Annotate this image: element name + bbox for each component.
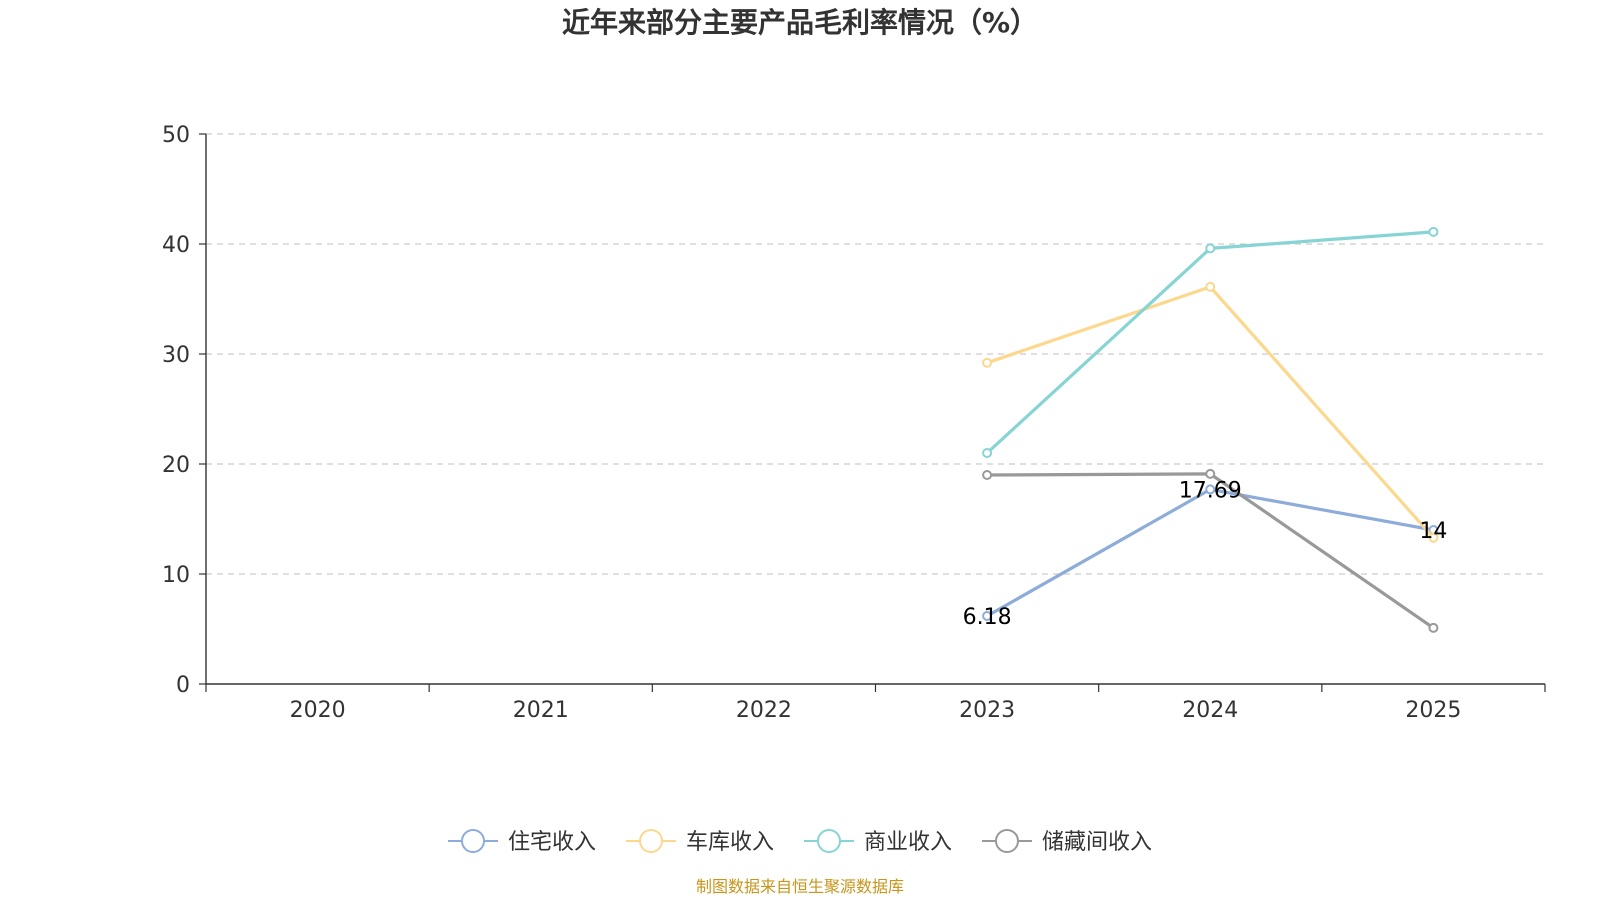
data-labels: 6.18 17.69 14 bbox=[963, 478, 1448, 630]
x-tick-label: 2023 bbox=[959, 698, 1015, 723]
series-line bbox=[986, 487, 1434, 618]
legend-marker-icon bbox=[461, 829, 485, 853]
grid-lines bbox=[206, 133, 1545, 575]
data-point bbox=[1205, 243, 1216, 254]
x-tick-label: 2021 bbox=[513, 698, 569, 723]
legend-item-3[interactable]: 储藏间收入 bbox=[982, 829, 1152, 855]
legend-label: 储藏间收入 bbox=[1042, 830, 1152, 855]
series-lines bbox=[982, 226, 1439, 633]
series-2 bbox=[982, 226, 1439, 458]
chart-title: 近年来部分主要产品毛利率情况（%） bbox=[562, 6, 1038, 39]
data-label: 6.18 bbox=[963, 605, 1012, 630]
x-tick-label: 2025 bbox=[1405, 698, 1461, 723]
data-label: 17.69 bbox=[1179, 478, 1242, 503]
x-tick-label: 2022 bbox=[736, 698, 792, 723]
legend-marker-icon bbox=[995, 829, 1019, 853]
data-point bbox=[1428, 532, 1439, 543]
legend-label: 车库收入 bbox=[686, 830, 774, 855]
source-note: 制图数据来自恒生聚源数据库 bbox=[696, 877, 904, 896]
data-point bbox=[1205, 468, 1216, 479]
data-point bbox=[982, 611, 993, 622]
series-0 bbox=[982, 484, 1439, 622]
y-tick-label: 10 bbox=[162, 563, 190, 588]
legend[interactable]: 住宅收入 车库收入 商业收入 储藏间收入 bbox=[448, 829, 1152, 855]
legend-item-0[interactable]: 住宅收入 bbox=[448, 829, 596, 855]
data-label: 14 bbox=[1419, 519, 1447, 544]
legend-label: 商业收入 bbox=[864, 830, 952, 855]
series-1 bbox=[982, 281, 1439, 543]
data-point bbox=[982, 357, 993, 368]
y-tick-label: 40 bbox=[162, 233, 190, 258]
data-point bbox=[1205, 281, 1216, 292]
data-point bbox=[982, 470, 993, 480]
series-3 bbox=[982, 468, 1439, 633]
x-tick-label: 2024 bbox=[1182, 698, 1238, 723]
data-point bbox=[1205, 484, 1216, 495]
data-point bbox=[1428, 622, 1439, 633]
y-tick-label: 50 bbox=[162, 123, 190, 148]
legend-item-1[interactable]: 车库收入 bbox=[626, 829, 774, 855]
y-tick-label: 30 bbox=[162, 343, 190, 368]
legend-marker-icon bbox=[817, 829, 841, 853]
legend-item-2[interactable]: 商业收入 bbox=[804, 829, 952, 855]
data-point bbox=[1428, 226, 1439, 237]
x-tick-label: 2020 bbox=[290, 698, 346, 723]
series-line bbox=[986, 230, 1434, 455]
data-point bbox=[982, 448, 993, 458]
legend-label: 住宅收入 bbox=[508, 830, 596, 855]
y-tick-label: 20 bbox=[162, 453, 190, 478]
y-tick-label: 0 bbox=[176, 673, 190, 698]
legend-marker-icon bbox=[639, 829, 663, 853]
axes: 0 10 20 30 40 50 2020 2021 2022 2023 2024 2025 bbox=[162, 123, 1546, 723]
